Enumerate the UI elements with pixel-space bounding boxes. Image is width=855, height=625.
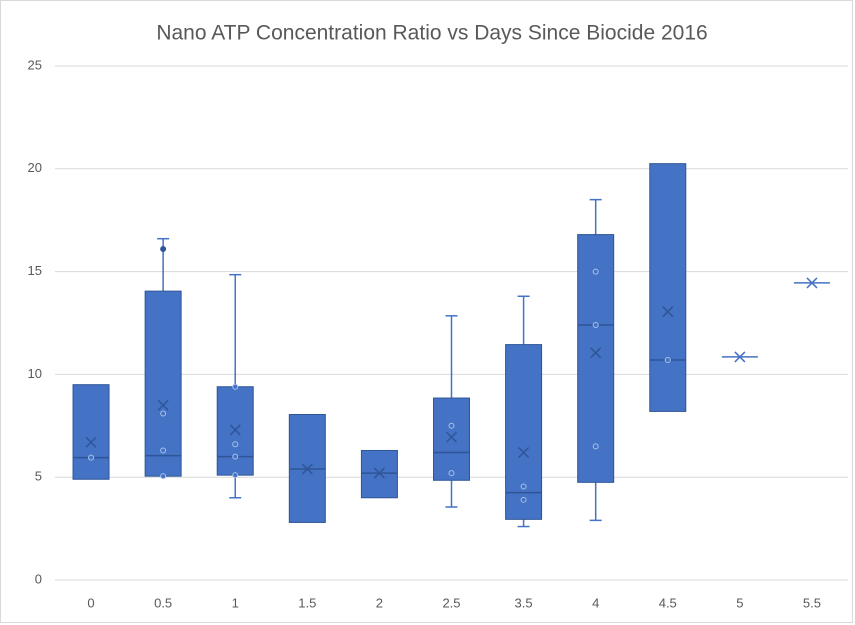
box (360, 449, 398, 499)
mean-marker (445, 431, 458, 443)
y-tick-label: 20 (28, 160, 42, 175)
inner-point (160, 473, 167, 480)
inner-point (592, 268, 599, 275)
inner-point (520, 496, 527, 503)
box (577, 234, 615, 483)
inner-point (448, 422, 455, 429)
box (505, 344, 543, 520)
mean-marker (157, 399, 169, 411)
inner-point (160, 447, 167, 454)
mean-marker (590, 347, 602, 359)
mean-marker (85, 436, 97, 448)
x-tick-label: 0 (87, 595, 94, 610)
x-tick-label: 5.5 (803, 595, 821, 610)
box (72, 384, 110, 480)
x-tick-label: 3.5 (515, 595, 533, 610)
x-tick-label: 2.5 (442, 595, 460, 610)
y-tick-label: 25 (28, 57, 42, 72)
y-tick-label: 10 (28, 366, 42, 381)
mean-marker (734, 351, 746, 363)
inner-point (232, 472, 239, 479)
x-tick-label: 2 (376, 595, 383, 610)
mean-marker (229, 424, 241, 436)
x-tick-label: 1.5 (298, 595, 316, 610)
outlier-point (160, 245, 167, 252)
y-tick-label: 15 (28, 263, 42, 278)
chart-title: Nano ATP Concentration Ratio vs Days Sin… (156, 22, 707, 45)
mean-marker (301, 463, 313, 475)
y-tick-label: 0 (35, 571, 42, 586)
inner-point (520, 483, 527, 490)
inner-point (232, 453, 239, 460)
x-tick-label: 0.5 (154, 595, 172, 610)
inner-point (448, 470, 455, 477)
inner-point (88, 454, 95, 461)
x-tick-label: 5 (736, 595, 743, 610)
inner-point (592, 322, 599, 329)
mean-marker (373, 467, 385, 479)
mean-marker (806, 277, 818, 289)
x-tick-label: 1 (232, 595, 239, 610)
inner-point (592, 443, 599, 450)
y-tick-label: 5 (35, 469, 42, 484)
mean-marker (662, 306, 674, 318)
inner-point (232, 383, 239, 390)
mean-marker (518, 446, 530, 459)
inner-point (232, 441, 239, 448)
box (144, 290, 182, 477)
x-tick-label: 4.5 (659, 595, 677, 610)
inner-point (160, 410, 167, 417)
box (649, 163, 687, 412)
box (433, 397, 470, 481)
inner-point (664, 357, 671, 364)
x-tick-label: 4 (592, 595, 599, 610)
